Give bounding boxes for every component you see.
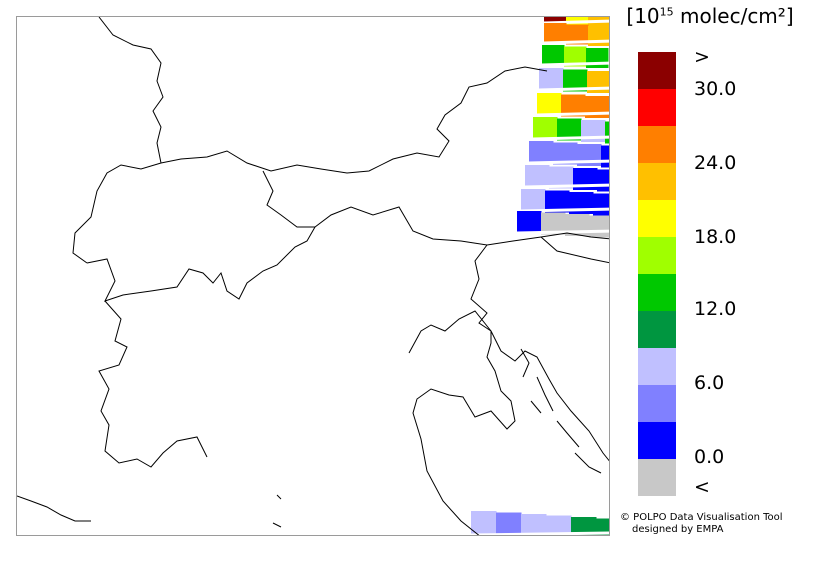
- swath-separator: [524, 183, 609, 189]
- pixel-cell: [563, 69, 588, 92]
- pixel-cell: [596, 518, 609, 535]
- pixel-cell: [541, 212, 566, 235]
- swath-separator: [520, 207, 609, 213]
- pixel-cell: [542, 45, 565, 65]
- island-5: [530, 400, 542, 414]
- boundary-ch-it: [86, 226, 316, 302]
- coast-croatia: [490, 330, 609, 462]
- legend-label: <: [694, 476, 710, 498]
- island-1: [520, 348, 530, 378]
- legend-label: 30.0: [694, 78, 737, 100]
- coast-adriatic: [408, 310, 516, 535]
- legend-label: 24.0: [694, 152, 737, 174]
- pixel-cell: [564, 46, 587, 67]
- swath-separator: [516, 229, 609, 235]
- legend-swatch: [638, 385, 676, 422]
- pixel-cell: [601, 145, 609, 168]
- island-elba: [272, 522, 282, 528]
- pixel-cell: [593, 193, 609, 216]
- country-boundaries: [17, 17, 609, 535]
- swath-separator: [543, 19, 609, 25]
- pixel-cell: [529, 141, 554, 163]
- pixel-cell: [496, 512, 522, 535]
- unit-rest: molec/cm²: [673, 4, 786, 28]
- legend-swatch: [638, 200, 676, 237]
- legend-label: >: [694, 46, 710, 68]
- boundary-si-hr: [540, 236, 609, 264]
- island-3: [556, 420, 580, 448]
- legend-swatch: [638, 348, 676, 385]
- island-corsica-tip: [276, 494, 282, 500]
- swath-separator: [541, 61, 609, 67]
- legend-swatch: [638, 274, 676, 311]
- unit-base: 10: [634, 4, 660, 28]
- pixel-cell: [561, 94, 586, 117]
- map-canvas: [17, 17, 609, 535]
- swath-separator: [536, 111, 609, 117]
- pixel-cell: [589, 215, 609, 238]
- pixel-cell: [571, 517, 597, 535]
- pixel-cell: [597, 169, 609, 192]
- island-4: [574, 452, 602, 474]
- legend-swatch: [638, 52, 676, 89]
- credit-line-2: designed by EMPA: [632, 524, 724, 535]
- credit-line-1: © POLPO Data Visualisation Tool: [620, 512, 783, 523]
- pixel-cell: [566, 24, 589, 45]
- unit-exponent: 15: [659, 5, 674, 19]
- pixel-cell: [539, 68, 564, 90]
- pixel-cell: [549, 166, 574, 189]
- pixel-cell: [521, 189, 546, 211]
- pixel-cell: [553, 142, 578, 165]
- legend-swatch: [638, 311, 676, 348]
- legend-swatch: [638, 459, 676, 496]
- swath-separator: [528, 159, 609, 165]
- pixel-cell: [521, 514, 547, 535]
- pixel-cell: [557, 118, 582, 141]
- satellite-pixel-layer: [470, 17, 609, 535]
- legend-label: 18.0: [694, 226, 737, 248]
- pixel-cell: [546, 515, 572, 535]
- island-2: [536, 376, 554, 412]
- pixel-cell: [544, 17, 567, 23]
- swath-separator: [532, 135, 609, 141]
- map-panel[interactable]: [16, 16, 610, 536]
- legend-swatch: [638, 422, 676, 459]
- legend-swatch: [638, 89, 676, 126]
- pixel-cell: [525, 165, 550, 187]
- swath-separator: [543, 39, 609, 45]
- legend-label: 12.0: [694, 298, 737, 320]
- boundary-fr-it: [98, 300, 208, 468]
- legend-swatch: [638, 163, 676, 200]
- pixel-cell: [545, 190, 570, 213]
- pixel-cell: [537, 93, 562, 115]
- legend-label: 0.0: [694, 446, 725, 468]
- legend-label: 6.0: [694, 372, 725, 394]
- legend-panel: [1015 molec/cm²] >30.0 24.0 18.0 12.0 6.0 0.0…: [612, 0, 813, 566]
- legend-swatch: [638, 237, 676, 274]
- pixel-cell: [533, 117, 558, 139]
- boundary-de-at: [160, 66, 548, 174]
- coast-ligurian: [17, 495, 91, 522]
- pixel-cell: [544, 23, 567, 43]
- pixel-cell: [605, 121, 609, 144]
- legend-swatch: [638, 126, 676, 163]
- swath-separator: [538, 86, 609, 92]
- pixel-cell: [471, 511, 497, 535]
- swath-separator: [470, 531, 609, 535]
- boundary-it-si: [470, 244, 492, 332]
- pixel-cell: [517, 211, 542, 233]
- unit-label: [1015 molec/cm²]: [626, 4, 794, 28]
- boundary-de-fr: [72, 17, 164, 264]
